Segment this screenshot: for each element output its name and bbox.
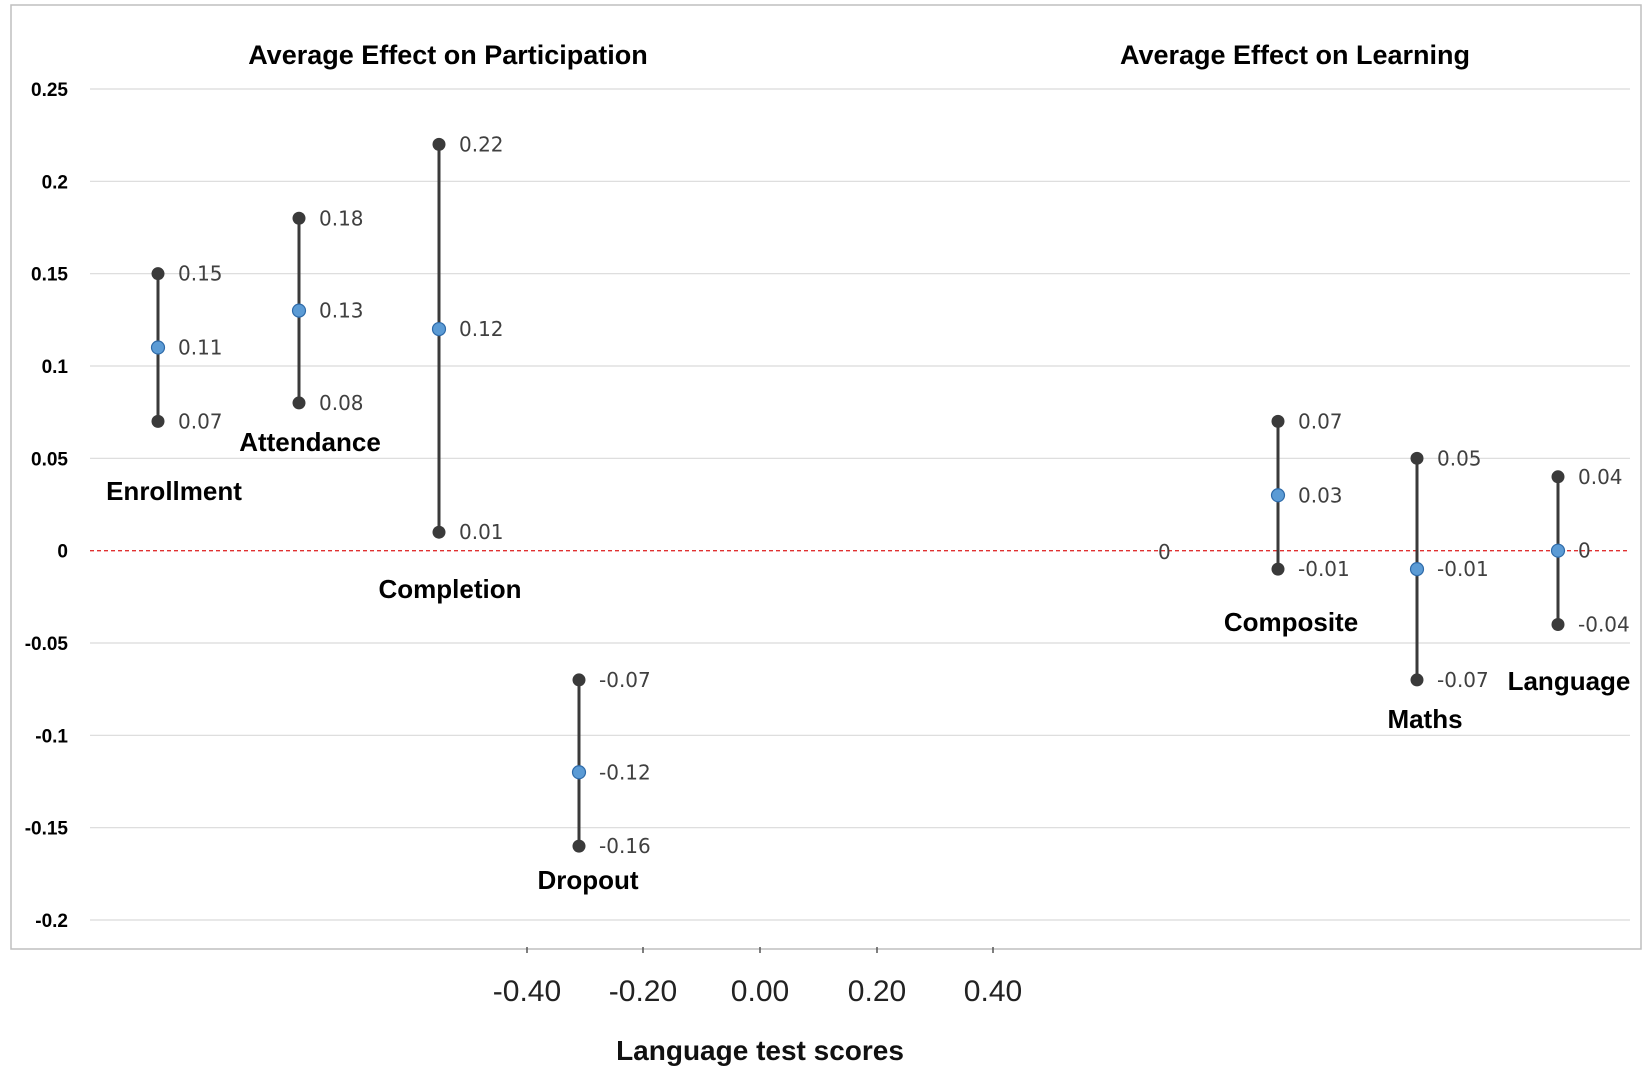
attendance-low-point bbox=[292, 396, 306, 410]
composite-high-point bbox=[1271, 414, 1285, 428]
language-high-point bbox=[1551, 470, 1565, 484]
y-tick-label--0-15: -0.15 bbox=[25, 819, 69, 840]
series-attendance: 0.18 0.13 0.08 bbox=[291, 206, 364, 415]
maths-low-label: -0.07 bbox=[1437, 668, 1489, 692]
composite-mean-label: 0.03 bbox=[1298, 483, 1343, 507]
stray-zero-label: 0 bbox=[1158, 540, 1171, 564]
language-group-label: Language bbox=[1508, 666, 1631, 696]
maths-mean-point bbox=[1409, 562, 1425, 577]
y-tick-label-0: 0 bbox=[57, 542, 68, 563]
composite-mean-point bbox=[1270, 488, 1286, 503]
dropout-high-point bbox=[572, 673, 586, 687]
language-mean-point bbox=[1550, 543, 1566, 558]
enrollment-mean-label: 0.11 bbox=[178, 336, 223, 360]
inset-tick-label-0-40: 0.40 bbox=[964, 975, 1022, 1008]
completion-group-label: Completion bbox=[379, 574, 522, 604]
enrollment-low-label: 0.07 bbox=[178, 409, 223, 433]
dropout-low-point bbox=[572, 839, 586, 853]
attendance-mean-point bbox=[291, 303, 307, 318]
inset-tick-label-0-00: 0.00 bbox=[731, 975, 789, 1008]
language-low-label: -0.04 bbox=[1578, 613, 1630, 637]
inset-tick-label--0-40: -0.40 bbox=[493, 975, 561, 1008]
completion-mean-label: 0.12 bbox=[459, 317, 504, 341]
group-labels: Enrollment Attendance Completion Dropout Com… bbox=[106, 427, 1630, 895]
composite-low-label: -0.01 bbox=[1298, 557, 1350, 581]
learning-panel-title: Average Effect on Learning bbox=[1120, 40, 1470, 70]
enrollment-low-point bbox=[151, 414, 165, 428]
y-tick-label-0-05: 0.05 bbox=[31, 449, 68, 470]
y-tick-label--0-1: -0.1 bbox=[35, 726, 68, 747]
dropout-low-label: -0.16 bbox=[599, 834, 651, 858]
dropout-mean-point bbox=[571, 765, 587, 780]
y-axis-ticks: 0.25 0.2 0.15 0.1 0.05 0 -0.05 -0.1 -0.15 -0.2 bbox=[25, 80, 69, 932]
completion-low-label: 0.01 bbox=[459, 520, 504, 544]
attendance-mean-label: 0.13 bbox=[319, 299, 364, 323]
dropout-mean-label: -0.12 bbox=[599, 760, 651, 784]
series-composite: 0.07 0.03 -0.01 bbox=[1270, 409, 1350, 581]
inset-tick-label--0-20: -0.20 bbox=[609, 975, 677, 1008]
enrollment-group-label: Enrollment bbox=[106, 476, 242, 506]
y-tick-label--0-2: -0.2 bbox=[35, 911, 68, 932]
completion-mean-point bbox=[431, 321, 447, 337]
series-dropout: -0.07 -0.12 -0.16 bbox=[571, 668, 651, 858]
language-low-point bbox=[1551, 618, 1565, 632]
completion-high-point bbox=[432, 137, 446, 151]
maths-low-point bbox=[1410, 673, 1424, 687]
series-maths: 0.05 -0.01 -0.07 bbox=[1409, 446, 1489, 692]
estimate-series: 0.15 0.11 0.07 0.18 0.13 0.08 0.22 0.12 0.01 -0.0… bbox=[150, 132, 1630, 858]
attendance-group-label: Attendance bbox=[239, 427, 381, 457]
maths-high-label: 0.05 bbox=[1437, 446, 1482, 470]
series-completion: 0.22 0.12 0.01 bbox=[431, 132, 504, 544]
maths-mean-label: -0.01 bbox=[1437, 557, 1489, 581]
series-language: 0.04 0 -0.04 bbox=[1550, 465, 1630, 637]
dropout-high-label: -0.07 bbox=[599, 668, 651, 692]
attendance-low-label: 0.08 bbox=[319, 391, 364, 415]
language-mean-label: 0 bbox=[1578, 539, 1591, 563]
y-tick-label-0-1: 0.1 bbox=[42, 357, 69, 378]
maths-high-point bbox=[1410, 451, 1424, 465]
composite-low-point bbox=[1271, 562, 1285, 576]
composite-group-label: Composite bbox=[1224, 607, 1358, 637]
dropout-group-label: Dropout bbox=[537, 865, 638, 895]
enrollment-mean-point bbox=[150, 340, 166, 355]
inset-tick-label-0-20: 0.20 bbox=[848, 975, 906, 1008]
language-high-label: 0.04 bbox=[1578, 465, 1623, 489]
completion-high-label: 0.22 bbox=[459, 132, 504, 156]
inset-x-axis-title: Language test scores bbox=[616, 1035, 904, 1066]
inset-x-axis: -0.40 -0.20 0.00 0.20 0.40 bbox=[490, 947, 1030, 1008]
attendance-high-label: 0.18 bbox=[319, 206, 364, 230]
participation-panel-title: Average Effect on Participation bbox=[248, 40, 648, 70]
y-tick-label-0-15: 0.15 bbox=[31, 265, 68, 286]
chart-frame bbox=[10, 4, 1642, 950]
y-tick-label-0-25: 0.25 bbox=[31, 80, 68, 101]
series-enrollment: 0.15 0.11 0.07 bbox=[150, 262, 223, 433]
enrollment-high-label: 0.15 bbox=[178, 262, 223, 286]
y-tick-label--0-05: -0.05 bbox=[25, 634, 69, 655]
maths-group-label: Maths bbox=[1387, 704, 1462, 734]
gridlines bbox=[90, 88, 1630, 921]
composite-high-label: 0.07 bbox=[1298, 409, 1343, 433]
attendance-high-point bbox=[292, 211, 306, 225]
enrollment-high-point bbox=[151, 267, 165, 281]
y-tick-label-0-2: 0.2 bbox=[42, 172, 68, 193]
completion-low-point bbox=[432, 525, 446, 539]
